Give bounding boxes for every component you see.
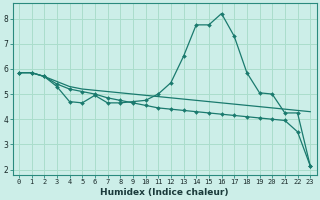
- X-axis label: Humidex (Indice chaleur): Humidex (Indice chaleur): [100, 188, 229, 197]
